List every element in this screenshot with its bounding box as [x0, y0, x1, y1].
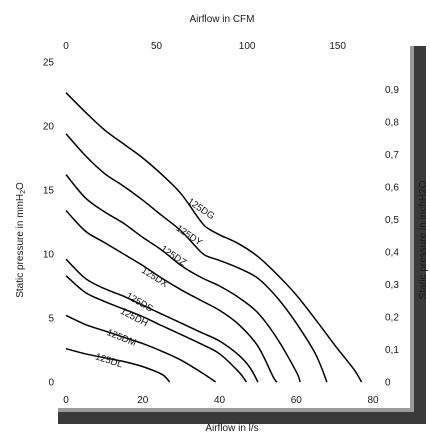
top-tick-label: 100: [239, 41, 256, 52]
right-tick-label: 0,1: [385, 345, 399, 356]
curve-125dy: [65, 133, 328, 383]
curve-125dl: [65, 347, 171, 383]
left-tick-label: 10: [43, 250, 55, 261]
curve-125dm: [65, 314, 217, 383]
top-tick-label: 50: [151, 41, 163, 52]
right-tick-label: 0,9: [385, 85, 399, 96]
bottom-tick-label: 0: [63, 395, 69, 406]
right-tick-label: 0,5: [385, 215, 399, 226]
curve-125dg: [65, 92, 363, 383]
top-tick-label: 0: [63, 41, 69, 52]
right-tick-label: 0,2: [385, 312, 399, 323]
curve-label-125dg: 125DG: [185, 196, 216, 222]
right-tick-label: 0,6: [385, 182, 399, 193]
top-axis-title: Airflow in CFM: [189, 14, 254, 25]
bottom-axis-title: Airflow in l/s: [205, 423, 258, 434]
left-tick-label: 0: [48, 378, 54, 389]
frame-shadow-right-fade: [410, 46, 414, 412]
curve-label-125dy: 125DY: [174, 223, 205, 249]
left-tick-label: 15: [43, 186, 55, 197]
curve-label-125dl: 125DL: [94, 351, 124, 370]
frame-shadow-right: [414, 46, 426, 412]
left-tick-label: 25: [43, 58, 55, 69]
frame-shadow-bottom-fade: [58, 408, 414, 412]
bottom-tick-label: 80: [367, 395, 379, 406]
right-tick-label: 0,4: [385, 247, 399, 258]
curve-125ds: [65, 258, 259, 383]
right-tick-label: 0: [385, 378, 391, 389]
curve-125dx: [65, 209, 278, 383]
top-tick-label: 150: [329, 41, 346, 52]
left-axis-title: Static pressure in mmH2O: [15, 182, 27, 298]
axis-ticks: 0 20 40 60 80 0 50 100 150 0 5 10 15 20 25 0 0,1 0,2 0,3 0,…: [43, 41, 399, 406]
curve-label-125dz: 125DZ: [158, 244, 188, 269]
curve-125dz: [65, 174, 301, 383]
right-tick-label: 0,3: [385, 280, 399, 291]
curve-125dh: [65, 275, 248, 383]
right-axis-title: Static pressure in inchH2O: [418, 180, 429, 299]
right-tick-label: 0,8: [385, 117, 399, 128]
bottom-tick-label: 60: [291, 395, 303, 406]
left-tick-label: 5: [48, 314, 54, 325]
right-tick-label: 0,7: [385, 150, 399, 161]
frame-shadow-bottom: [58, 412, 426, 424]
curve-label-125dx: 125DX: [139, 265, 170, 290]
left-tick-label: 20: [43, 122, 55, 133]
curve-label-125dm: 125DM: [105, 327, 138, 349]
bottom-tick-label: 20: [137, 395, 149, 406]
bottom-tick-label: 40: [214, 395, 226, 406]
